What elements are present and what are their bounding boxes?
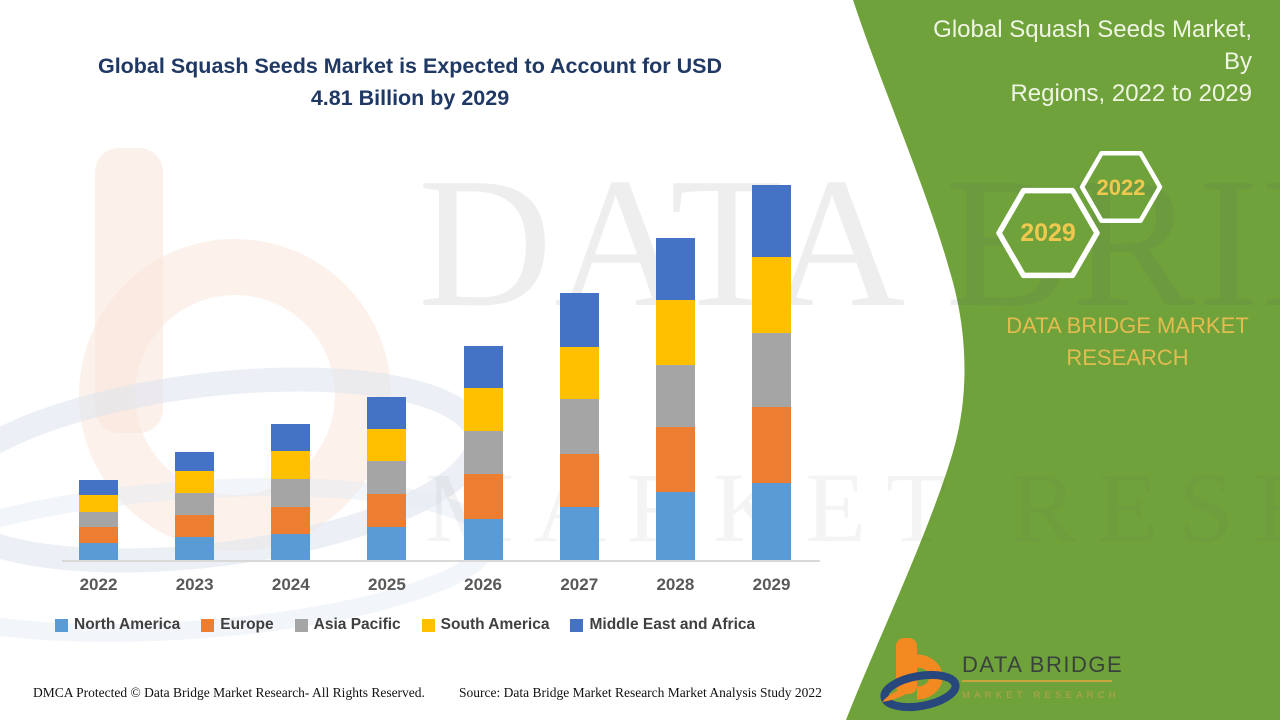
bar-segment-south-america: [79, 495, 118, 513]
x-tick-label-2024: 2024: [271, 575, 310, 594]
bar-segment-south-america: [175, 470, 215, 493]
bar-segment-asia-pacific: [79, 512, 118, 528]
bar-group-2025: [367, 396, 407, 560]
bar-segment-north-america: [175, 537, 215, 560]
x-tick-label-2022: 2022: [79, 575, 118, 594]
legend-item-middle-east-and-africa: Middle East and Africa: [570, 616, 755, 634]
legend-item-north-america: North America: [55, 616, 180, 634]
legend-swatch: [294, 618, 308, 632]
source-note: Source: Data Bridge Market Research Mark…: [459, 685, 822, 700]
x-tick-label-2029: 2029: [752, 575, 791, 594]
data-bridge-logo: DATA BRIDGE MARKET RESEARCH: [880, 638, 1123, 712]
chart-title-line1: Global Squash Seeds Market is Expected t…: [97, 54, 723, 78]
bar-segment-europe: [271, 506, 311, 535]
bar-segment-south-america: [559, 347, 599, 399]
svg-text:DATA BRIDGE: DATA BRIDGE: [962, 652, 1123, 677]
x-tick-label-2023: 2023: [175, 575, 214, 594]
bar-segment-middle-east-and-africa: [271, 423, 311, 451]
bar-segment-europe: [175, 515, 215, 538]
legend-swatch: [570, 618, 584, 632]
bar-segment-middle-east-and-africa: [79, 480, 118, 496]
bar-segment-europe: [79, 527, 118, 543]
legend: North America Europe Asia Pacific South Ame…: [55, 616, 825, 634]
watermark-text-line2: MARKET RESEARCH: [425, 452, 1280, 563]
legend-swatch: [421, 618, 435, 632]
bar-segment-south-america: [367, 428, 407, 462]
panel-title-line2: Regions, 2022 to 2029: [1010, 80, 1252, 107]
bar-segment-asia-pacific: [367, 461, 407, 495]
legend-label: North America: [74, 616, 181, 633]
bar-group-2022: [79, 480, 118, 560]
bar-segment-asia-pacific: [655, 364, 695, 428]
legend-item-asia-pacific: Asia Pacific: [294, 616, 401, 634]
x-tick-label-2028: 2028: [656, 575, 695, 594]
legend-swatch: [55, 618, 68, 632]
bar-segment-south-america: [271, 450, 311, 479]
chart-title-line2: 4.81 Billion by 2029: [310, 86, 510, 110]
bar-group-2024: [271, 423, 311, 560]
panel-title: Global Squash Seeds Market, By Regions, …: [907, 14, 1252, 110]
bar-segment-north-america: [367, 527, 407, 560]
svg-text:MARKET RESEARCH: MARKET RESEARCH: [962, 690, 1120, 701]
bar-segment-north-america: [271, 534, 311, 560]
x-tick-label-2026: 2026: [464, 575, 502, 594]
bar-segment-south-america: [463, 387, 503, 431]
panel-title-line1: Global Squash Seeds Market, By: [933, 16, 1252, 75]
bar-segment-middle-east-and-africa: [175, 452, 215, 471]
legend-label: South America: [440, 616, 550, 633]
legend-item-europe: Europe: [201, 616, 274, 634]
data-bridge-logo-icon: [880, 638, 960, 712]
watermark-text-line1: DATA BRIDGE: [418, 140, 1280, 346]
legend-item-south-america: South America: [421, 616, 550, 634]
legend-swatch: [201, 618, 215, 632]
bar-segment-middle-east-and-africa: [463, 345, 503, 388]
bar-segment-asia-pacific: [175, 492, 215, 516]
legend-label: Asia Pacific: [313, 616, 401, 633]
bar-segment-middle-east-and-africa: [367, 396, 407, 429]
dmca-notice: DMCA Protected © Data Bridge Market Rese…: [33, 685, 425, 700]
bar-segment-asia-pacific: [271, 478, 311, 507]
bar-segment-asia-pacific: [559, 398, 599, 454]
x-tick-label-2027: 2027: [560, 575, 599, 594]
legend-label: Europe: [220, 616, 274, 633]
bar-segment-europe: [367, 494, 407, 528]
brand-name-line2: RESEARCH: [1066, 345, 1189, 370]
x-tick-label-2025: 2025: [368, 575, 406, 594]
chart-title: Global Squash Seeds Market is Expected t…: [60, 50, 760, 114]
bar-group-2023: [175, 452, 215, 560]
bar-segment-north-america: [79, 542, 118, 560]
legend-label: Middle East and Africa: [589, 616, 756, 633]
